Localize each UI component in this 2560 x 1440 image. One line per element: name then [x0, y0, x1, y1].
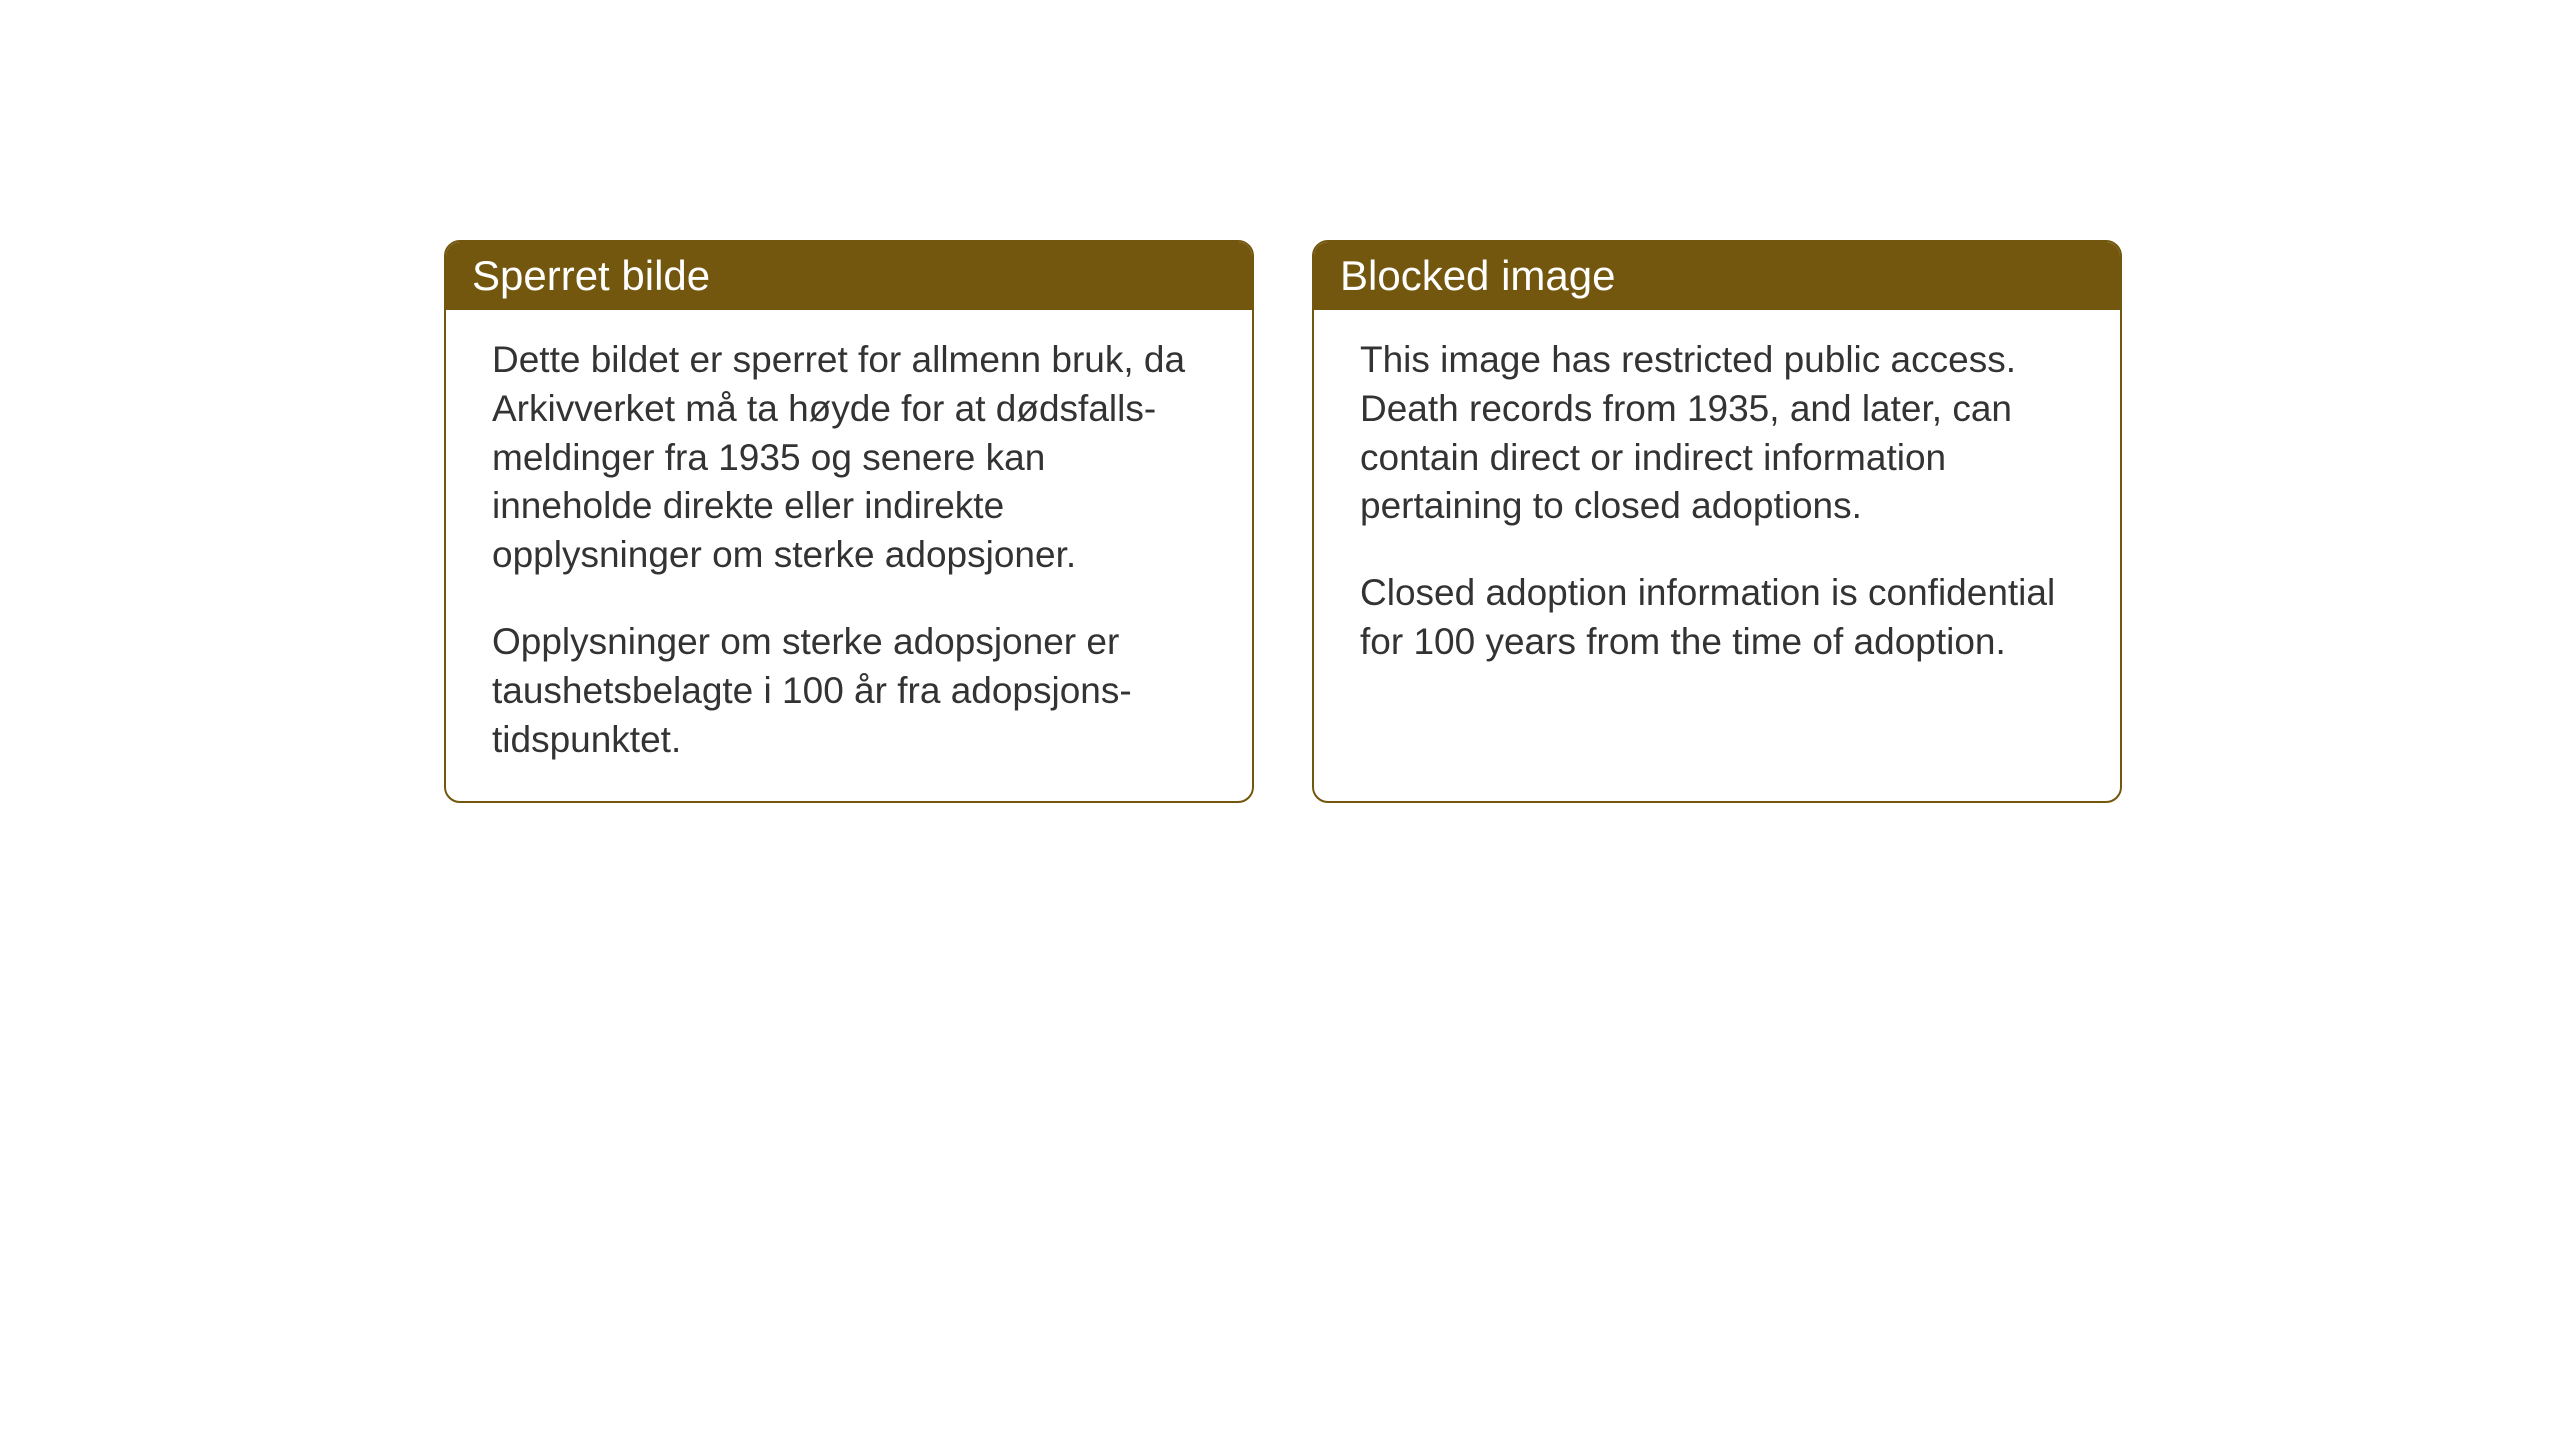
card-title: Blocked image	[1340, 252, 1615, 299]
card-paragraph: Dette bildet er sperret for allmenn bruk…	[492, 336, 1206, 580]
card-paragraph: Opplysninger om sterke adopsjoner er tau…	[492, 618, 1206, 764]
card-title: Sperret bilde	[472, 252, 710, 299]
card-paragraph: Closed adoption information is confident…	[1360, 569, 2074, 667]
notice-cards-container: Sperret bilde Dette bildet er sperret fo…	[444, 240, 2122, 803]
card-header-norwegian: Sperret bilde	[446, 242, 1252, 310]
notice-card-norwegian: Sperret bilde Dette bildet er sperret fo…	[444, 240, 1254, 803]
card-body-norwegian: Dette bildet er sperret for allmenn bruk…	[446, 310, 1252, 801]
card-body-english: This image has restricted public access.…	[1314, 310, 2120, 710]
card-header-english: Blocked image	[1314, 242, 2120, 310]
notice-card-english: Blocked image This image has restricted …	[1312, 240, 2122, 803]
card-paragraph: This image has restricted public access.…	[1360, 336, 2074, 531]
